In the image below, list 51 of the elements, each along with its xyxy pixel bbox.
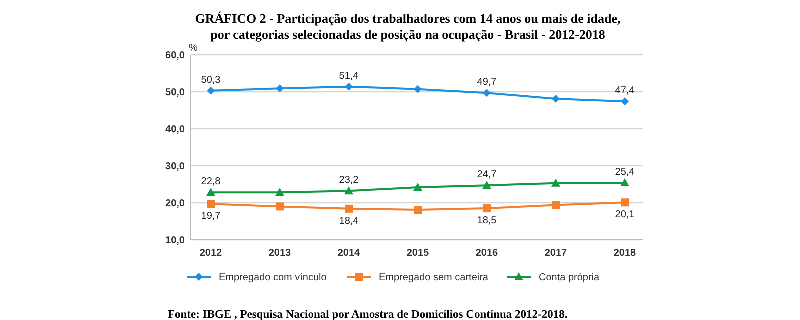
point [345,82,353,91]
data-label: 25,4 [615,167,636,178]
legend-label: Conta própria [539,272,600,284]
point [483,204,491,213]
x-tick-label: 2018 [614,248,637,259]
data-label: 50,3 [201,74,222,86]
data-label: 22,8 [201,176,222,188]
data-label: 18,4 [339,216,360,227]
point [414,206,422,214]
y-tick-label: 20,0 [166,198,186,210]
x-tick-label: 2017 [544,248,568,259]
x-tick-label: 2012 [200,248,223,259]
data-label: 19,7 [201,211,222,222]
y-axis-title: % [189,43,198,54]
point [552,201,560,210]
point [206,188,216,196]
y-tick-label: 10,0 [166,236,186,246]
point [552,95,560,104]
y-tick-label: 30,0 [166,162,186,172]
point [207,86,215,95]
chart-title: GRÁFICO 2 - Participação dos trabalhadores com 14 anos ou mais de idade, por categorias selecionadas de posição na ocupação - Brasil - 2012-2018 [195,11,621,42]
x-tick-label: 2013 [268,248,292,259]
data-label: 23,2 [339,175,360,186]
data-label: 51,4 [339,70,360,82]
point [276,84,284,93]
x-tick-label: 2015 [406,248,430,259]
data-label: 47,4 [615,86,636,97]
y-tick-label: 40,0 [166,124,186,136]
point [344,186,354,195]
point [414,182,422,191]
point [345,204,353,213]
x-tick-label: 2016 [476,248,499,259]
legend-label: Empregado sem carteira [379,272,489,284]
point [276,188,284,196]
data-label: 18,5 [477,216,498,227]
legend-label: Empregado com vínculo [219,272,328,284]
point [483,89,491,98]
point [621,98,629,106]
point [620,178,630,187]
data-label: 49,7 [477,77,498,88]
point [276,202,284,211]
point [414,85,422,94]
point [621,198,629,207]
y-tick-label: 50,0 [166,88,186,98]
data-label: 20,1 [615,210,636,221]
x-tick-label: 2014 [338,248,361,259]
point [482,181,492,190]
data-label: 24,7 [477,170,498,181]
y-tick-label: 60,0 [166,50,186,62]
point [207,200,215,208]
point [552,178,560,187]
